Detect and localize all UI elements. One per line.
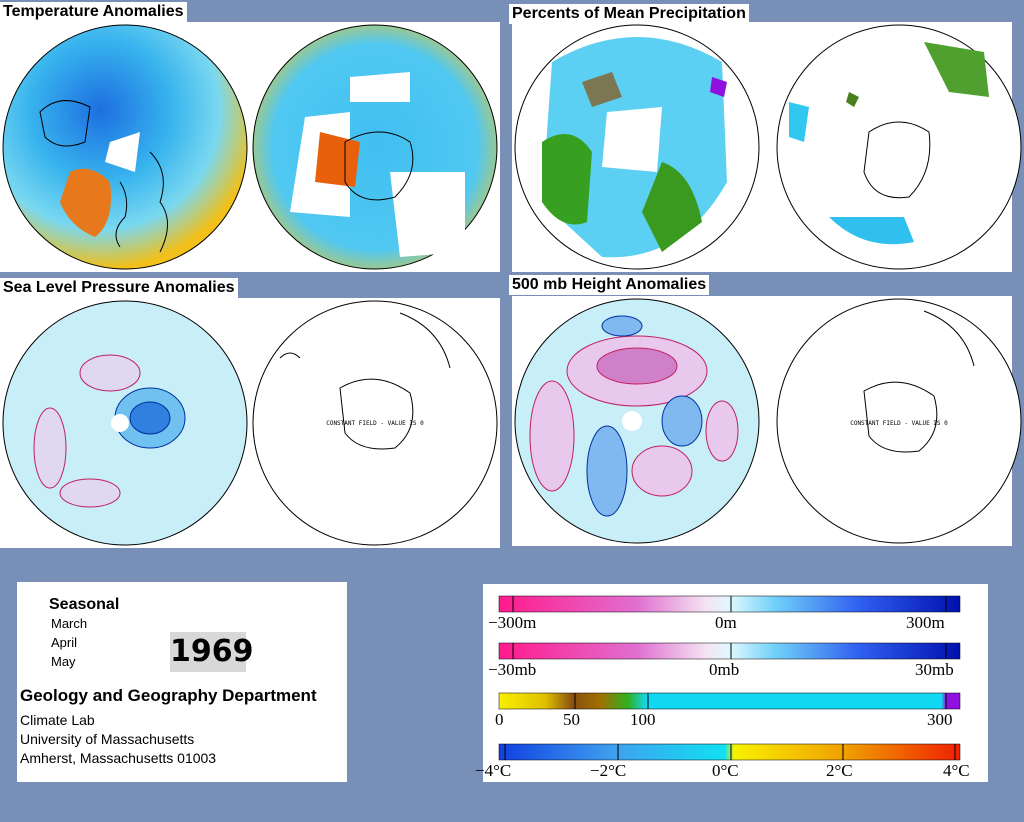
address-line-3: Amherst, Massachusetts 01003 (20, 750, 217, 766)
slp-panel-title: Sea Level Pressure Anomalies (0, 278, 238, 298)
temperature-south-map (252, 24, 498, 270)
precip-label-100: 100 (630, 710, 656, 729)
height-label-min: −300m (488, 613, 537, 632)
temp-label-minus4: −4°C (475, 761, 512, 780)
slp-south-map: CONSTANT FIELD - VALUE IS 0 (252, 300, 498, 546)
temp-label-0: 0°C (712, 761, 739, 780)
year-display: 1969 (170, 632, 254, 672)
slp-north-map (2, 300, 248, 546)
month-may: May (51, 654, 76, 669)
temp-label-2: 2°C (826, 761, 853, 780)
precip-label-0: 0 (495, 710, 504, 729)
address-line-2: University of Massachusetts (20, 731, 195, 747)
precip-colorbar (498, 692, 961, 710)
pressure-label-mid: 0mb (709, 660, 740, 679)
height-label-max: 300m (906, 613, 945, 632)
department-name: Geology and Geography Department (20, 686, 317, 705)
month-april: April (51, 635, 78, 650)
height-label-mid: 0m (715, 613, 737, 632)
precipitation-north-map (514, 24, 760, 270)
pressure-label-max: 30mb (915, 660, 954, 679)
address-line-1: Climate Lab (20, 712, 95, 728)
temp-label-minus2: −2°C (590, 761, 627, 780)
pressure-label-min: −30mb (488, 660, 537, 679)
height-panel-title: 500 mb Height Anomalies (509, 275, 710, 295)
slp-panel: CONSTANT FIELD - VALUE IS 0 (0, 298, 500, 548)
height-colorbar (498, 595, 961, 613)
precipitation-panel-title: Percents of Mean Precipitation (509, 4, 749, 24)
precip-label-50: 50 (563, 710, 580, 729)
pressure-colorbar (498, 642, 961, 660)
period-label: Seasonal (49, 596, 120, 613)
precipitation-south-map (776, 24, 1022, 270)
info-box: Seasonal March April May 1969 Geology an… (17, 582, 347, 782)
height-north-map (514, 298, 760, 544)
precipitation-panel (512, 22, 1022, 272)
legend-box: −300m 0m 300m −30mb 0mb 30mb 0 50 100 30… (475, 584, 988, 782)
temperature-panel (0, 22, 500, 272)
temperature-colorbar (498, 743, 961, 761)
precip-label-300: 300 (927, 710, 953, 729)
height-south-map: CONSTANT FIELD - VALUE IS 0 (776, 298, 1022, 544)
temp-label-4: 4°C (943, 761, 970, 780)
height-panel: CONSTANT FIELD - VALUE IS 0 (512, 296, 1022, 546)
slp-constant-field-label: CONSTANT FIELD - VALUE IS 0 (326, 420, 424, 427)
temperature-panel-title: Temperature Anomalies (0, 2, 187, 22)
height-constant-field-label: CONSTANT FIELD - VALUE IS 0 (850, 420, 948, 427)
month-march: March (51, 616, 88, 631)
temperature-north-map (2, 24, 248, 270)
